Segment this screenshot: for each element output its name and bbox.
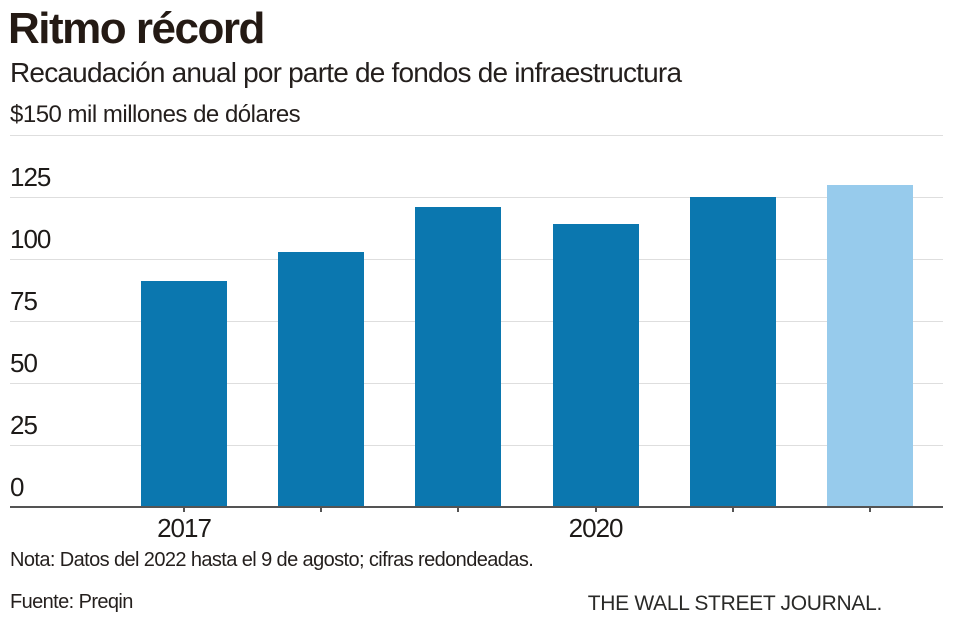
bar-2017 [141,281,227,507]
plot-area: 0 25 50 75 100 125 2017 2020 [10,135,943,543]
x-axis-tick-2021 [731,507,734,512]
bar-2018 [278,251,365,507]
bar-2019 [415,206,502,507]
footnote: Nota: Datos del 2022 hasta el 9 de agost… [10,549,534,571]
x-axis-tick-2020 [594,507,597,512]
publisher-credit: THE WALL STREET JOURNAL. [587,592,883,615]
y-tick-label-125: 125 [10,162,51,192]
y-tick-label-100: 100 [10,224,51,254]
x-axis-tick-2018 [320,507,323,512]
bar-2020 [552,224,639,507]
x-axis-tick-2017 [183,507,185,512]
bar-2022 [827,184,913,507]
bar-2021 [689,197,776,507]
y-axis-unit-label: $150 mil millones de dólares [10,101,301,128]
y-tick-label-0: 0 [10,472,25,502]
x-axis-tick-2019 [457,507,460,512]
x-axis-baseline [10,506,943,508]
x-axis-tick-2022 [869,507,871,512]
y-tick-label-25: 25 [10,410,38,440]
x-tick-label-2020: 2020 [568,513,624,543]
gridline-150 [10,135,943,136]
chart-subtitle: Recaudación anual por parte de fondos de… [10,57,682,88]
gridline-125 [10,197,943,198]
y-tick-label-50: 50 [10,348,38,378]
chart-title: Ritmo récord [8,4,265,53]
x-tick-label-2017: 2017 [157,513,212,543]
y-tick-label-75: 75 [10,286,38,316]
source-line: Fuente: Preqin [10,591,133,613]
